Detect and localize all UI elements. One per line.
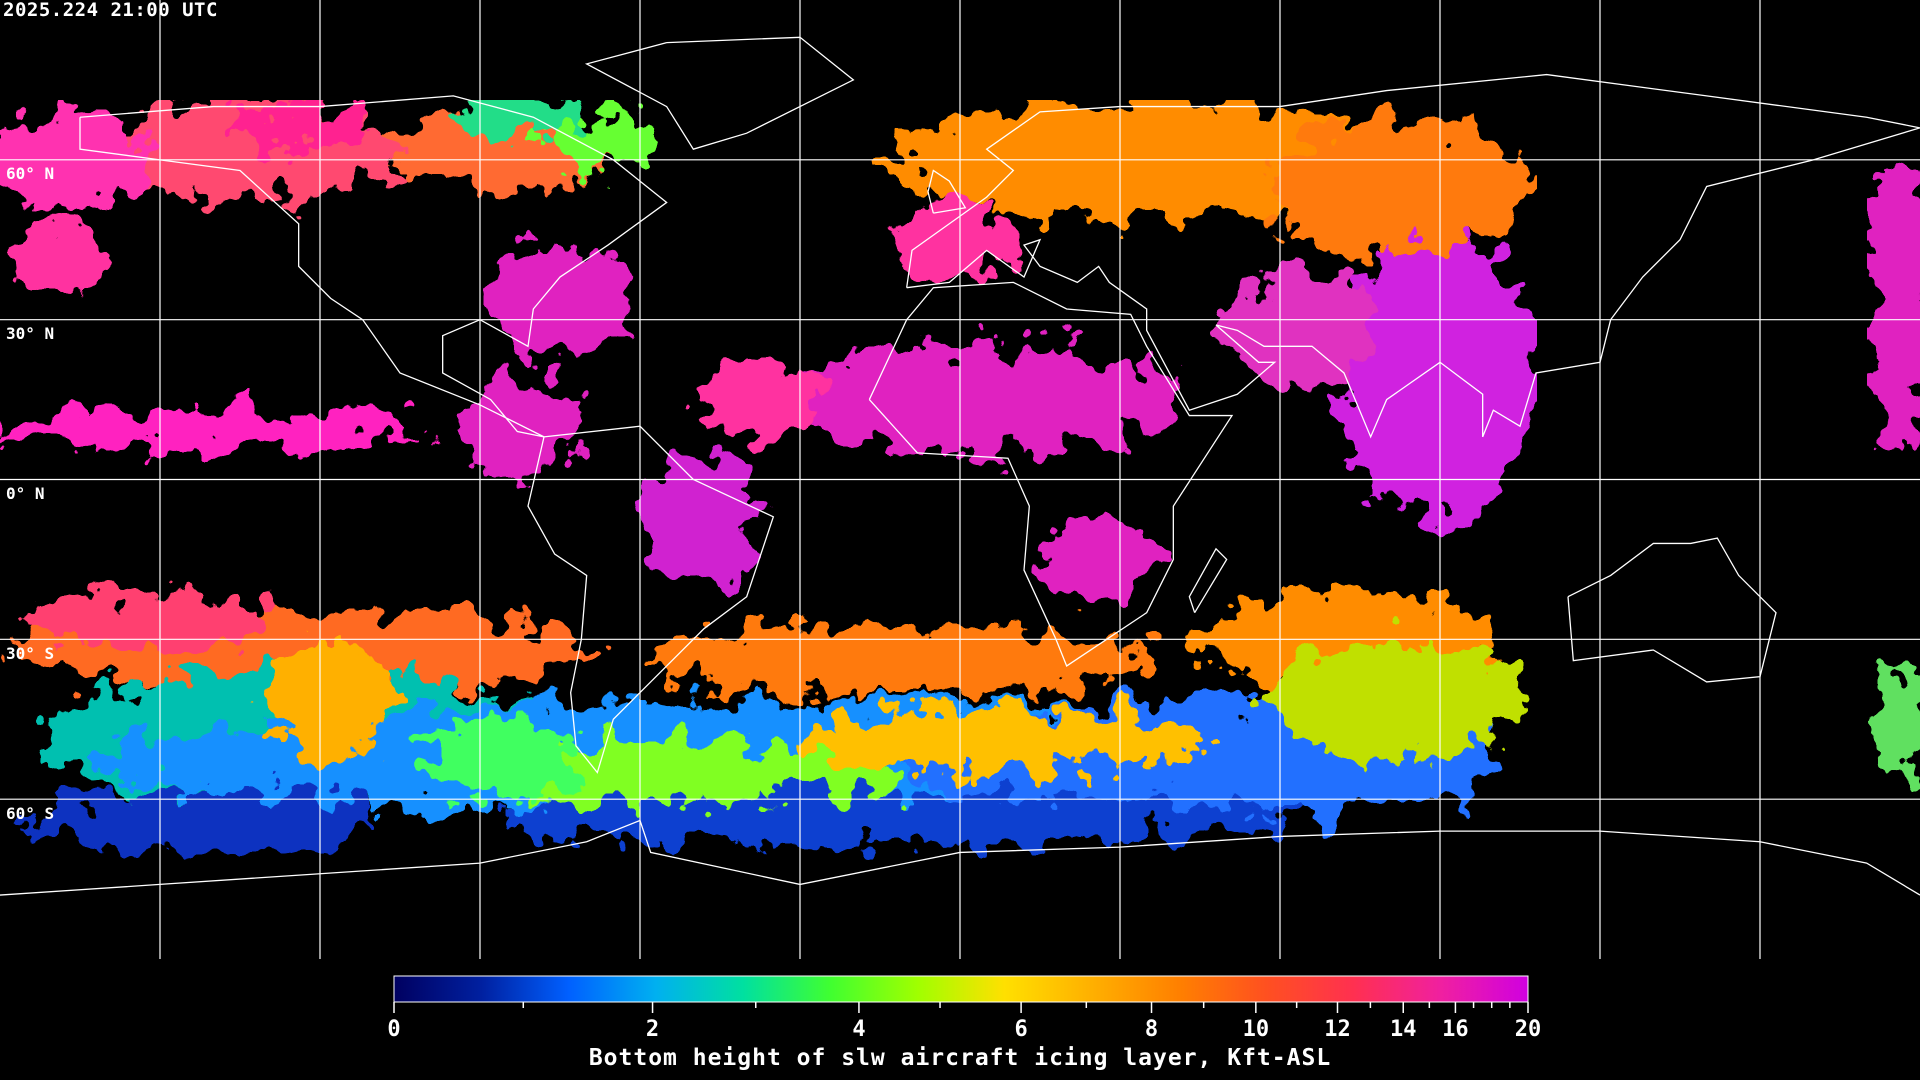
coastline-australia	[1567, 537, 1777, 683]
timestamp: 2025.224 21:00 UTC	[3, 0, 218, 21]
icing-cloud-region	[650, 625, 1150, 695]
icing-cloud-region	[780, 345, 1180, 455]
lat-label-30s: 30° S	[6, 644, 55, 663]
lat-label-30n: 30° N	[6, 324, 55, 343]
icing-cloud-region	[420, 720, 580, 800]
coastline-madagascar	[1188, 547, 1228, 614]
colorbar-tick-label: 4	[852, 1017, 865, 1042]
colorbar-tick-label: 8	[1145, 1017, 1158, 1042]
icing-cloud-region	[20, 790, 380, 850]
icing-cloud-region	[1870, 150, 1920, 450]
colorbar-tick-label: 14	[1390, 1017, 1417, 1042]
icing-cloud-region	[800, 710, 1200, 770]
icing-cloud-region	[490, 240, 630, 360]
icing-cloud-region	[1040, 520, 1160, 600]
icing-data-layer	[0, 100, 1920, 850]
icing-cloud-region	[10, 220, 110, 300]
icing-cloud-region	[460, 380, 580, 480]
icing-cloud-region	[890, 200, 1010, 280]
lat-label-60n: 60° N	[6, 164, 55, 183]
colorbar-tick-label: 2	[646, 1017, 659, 1042]
icing-cloud-region	[1270, 120, 1530, 260]
icing-cloud-region	[0, 410, 420, 450]
graticule	[0, 0, 1920, 959]
colorbar-tick-label: 6	[1014, 1017, 1027, 1042]
coastline-north-america	[79, 95, 668, 438]
lat-label-0n: 0° N	[6, 484, 45, 503]
icing-cloud-region	[30, 590, 270, 650]
coastline-greenland	[584, 36, 855, 150]
colorbar-tick-label: 16	[1442, 1017, 1469, 1042]
colorbar-tick-label: 20	[1515, 1017, 1542, 1042]
coastline-antarctica	[0, 819, 1920, 896]
colorbar: 0 2 4 6 8 10 12 14 16 20	[387, 975, 1542, 1042]
icing-cloud-region	[270, 640, 390, 760]
colorbar-gradient	[393, 975, 1529, 1003]
icing-cloud-region	[460, 100, 580, 135]
icing-cloud-region	[230, 105, 370, 145]
icing-cloud-region	[640, 450, 760, 590]
colorbar-tick-label: 10	[1243, 1017, 1270, 1042]
icing-cloud-region	[1870, 660, 1920, 780]
icing-cloud-region	[500, 795, 1300, 845]
colorbar-tick-label: 12	[1324, 1017, 1351, 1042]
icing-cloud-region	[700, 360, 820, 440]
lat-label-60s: 60° S	[6, 804, 55, 823]
icing-cloud-region	[1220, 270, 1380, 390]
coastline-south-america	[527, 425, 775, 774]
icing-cloud-region	[1270, 640, 1530, 760]
coastline-africa	[868, 281, 1234, 667]
icing-map	[0, 0, 1920, 960]
colorbar-title: Bottom height of slw aircraft icing laye…	[588, 1045, 1332, 1071]
colorbar-tick-label: 0	[387, 1017, 400, 1042]
